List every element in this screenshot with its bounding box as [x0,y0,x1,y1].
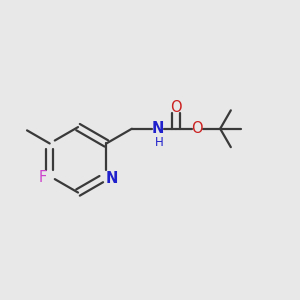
Text: O: O [170,100,182,115]
Text: N: N [152,121,164,136]
Text: O: O [191,121,203,136]
Text: H: H [154,136,164,149]
Text: F: F [39,170,47,185]
Text: N: N [106,171,118,186]
